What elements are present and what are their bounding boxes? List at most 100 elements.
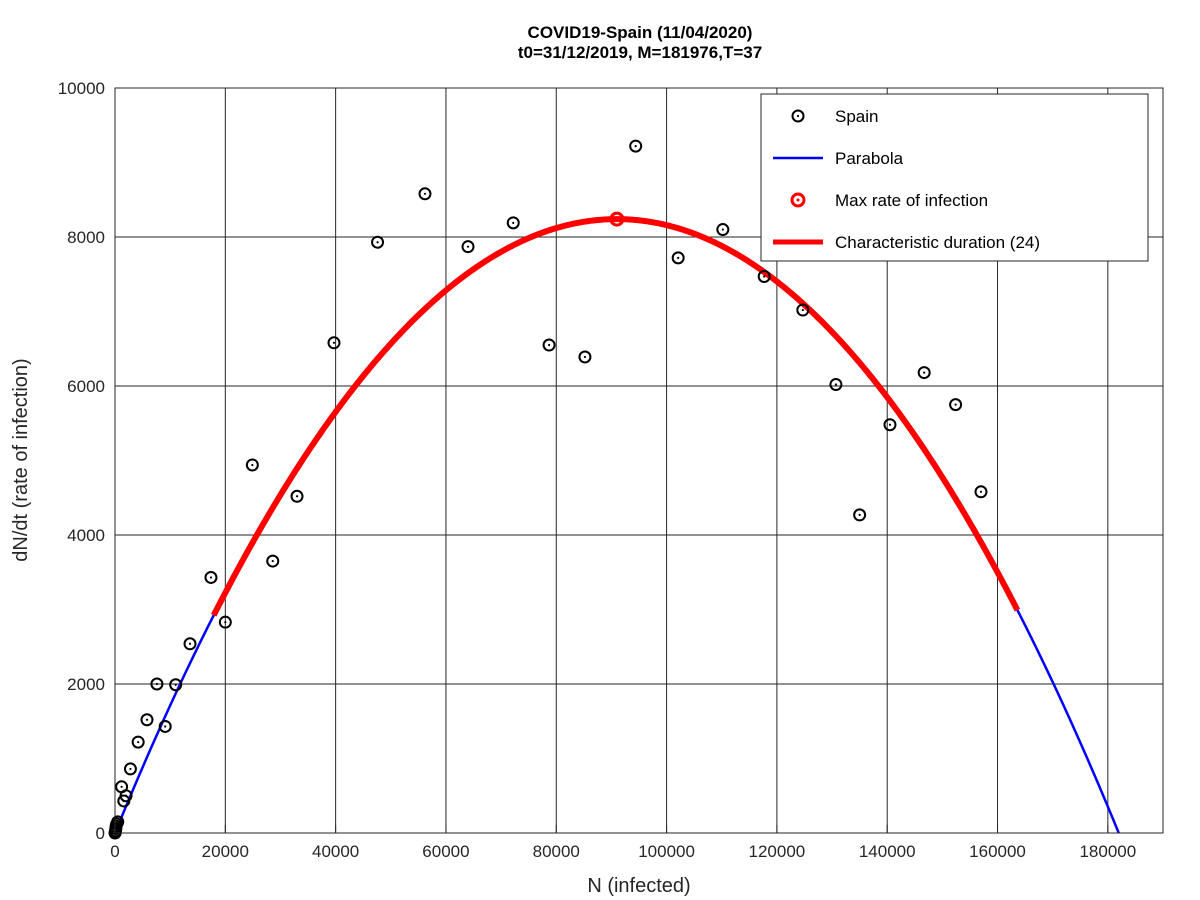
y-axis-label: dN/dt (rate of infection): [10, 358, 32, 561]
spain-data-point-center: [583, 355, 587, 359]
spain-data-point: [716, 223, 730, 237]
spain-data-point-center: [155, 682, 159, 686]
x-axis-label: N (infected): [587, 875, 690, 897]
y-tick-label: 10000: [58, 79, 105, 98]
spain-data-point-center: [209, 576, 213, 579]
x-tick-label: 0: [110, 842, 119, 861]
spain-data-point: [671, 251, 685, 265]
spain-data-point-center: [295, 495, 299, 498]
spain-data-point: [290, 489, 304, 503]
y-tick-label: 2000: [67, 675, 105, 694]
legend-swatch-spain: [791, 109, 805, 123]
spain-data-point-center: [763, 275, 766, 278]
spain-data-point-center: [923, 371, 926, 374]
spain-data-point: [578, 350, 592, 364]
spain-data-point-center: [423, 192, 427, 195]
x-tick-label: 140000: [859, 842, 916, 861]
spain-data-point-center: [116, 820, 119, 823]
spain-data-point-center: [376, 241, 379, 244]
x-tick-label: 160000: [969, 842, 1026, 861]
spain-data-point: [853, 508, 867, 522]
spain-data-point-center: [174, 683, 177, 686]
spain-data-point-center: [834, 383, 838, 386]
x-tick-label: 40000: [312, 842, 359, 861]
spain-data-point: [371, 235, 385, 249]
spain-data-point: [131, 735, 145, 749]
spain-data-point: [150, 677, 164, 691]
max-rate-marker-center: [615, 217, 619, 221]
spain-data-point: [949, 398, 963, 412]
spain-data-point-center: [129, 767, 132, 771]
spain-data-point-center: [124, 794, 128, 797]
legend-label: Spain: [835, 107, 878, 126]
spain-data-point: [245, 458, 259, 472]
y-tick-label: 6000: [67, 377, 105, 396]
spain-data-point-center: [677, 256, 680, 259]
spain-data-point-center: [164, 725, 167, 728]
x-tick-label: 80000: [533, 842, 580, 861]
plot-area-frame: [114, 87, 1164, 834]
spain-data-point: [418, 187, 432, 201]
spain-data-point: [119, 789, 133, 803]
legend-box: [760, 93, 1149, 262]
spain-data-point: [140, 713, 154, 727]
chart-title: COVID19-Spain (11/04/2020): [528, 23, 753, 42]
x-tick-label: 180000: [1079, 842, 1136, 861]
spain-data-point-center: [332, 341, 336, 344]
spain-data-point-center: [251, 463, 254, 467]
spain-data-point-center: [120, 785, 123, 788]
spain-data-point-center: [634, 145, 637, 148]
legend-label: Parabola: [835, 149, 904, 168]
spain-data-point-center: [115, 822, 118, 826]
y-tick-label: 4000: [67, 526, 105, 545]
legend-swatch-spain-center: [796, 114, 800, 118]
spain-data-point-center: [466, 245, 470, 248]
legend-swatch-max-rate: [790, 192, 806, 208]
y-tick-label: 8000: [67, 228, 105, 247]
legend-label: Max rate of infection: [835, 191, 988, 210]
spain-data-point-center: [224, 621, 227, 624]
spain-data-point: [327, 336, 341, 350]
max-rate-marker: [609, 211, 625, 227]
spain-data-point: [461, 240, 475, 254]
x-tick-label: 100000: [638, 842, 695, 861]
spain-data-point-center: [145, 718, 149, 721]
x-tick-label: 20000: [202, 842, 249, 861]
spain-data-point: [218, 615, 232, 629]
spain-data-point-center: [271, 559, 274, 563]
spain-data-point: [757, 269, 771, 283]
spain-data-point-center: [137, 741, 140, 744]
legend-label: Characteristic duration (24): [835, 233, 1040, 252]
spain-data-point: [506, 216, 520, 230]
spain-data-point: [169, 678, 183, 692]
spain-data-point: [542, 338, 556, 352]
spain-data-point-center: [188, 642, 192, 645]
legend-swatch-max-rate-center: [796, 198, 800, 202]
spain-data-point: [183, 637, 197, 651]
axis-ticks: 0 20000 40000 60000 80000 100000 120000 140000 1…: [58, 79, 1136, 861]
data-points: [108, 139, 988, 840]
spain-data-point: [974, 485, 988, 499]
spain-data-point: [158, 719, 172, 733]
spain-data-point: [629, 139, 643, 153]
spain-data-point: [829, 378, 843, 392]
spain-data-point-center: [547, 343, 551, 347]
spain-data-point: [111, 815, 125, 829]
chart-subtitle: t0=31/12/2019, M=181976,T=37: [518, 43, 762, 62]
x-tick-label: 120000: [749, 842, 806, 861]
spain-data-point-center: [721, 228, 724, 231]
legend: Spain Parabola Max rate of infection Charac…: [760, 93, 1149, 262]
spain-data-point-center: [979, 490, 983, 493]
spain-data-point-center: [954, 403, 957, 406]
y-tick-label: 0: [96, 824, 105, 843]
spain-data-point-center: [858, 513, 861, 516]
spain-data-point: [123, 762, 137, 776]
x-tick-label: 60000: [422, 842, 469, 861]
spain-data-point-center: [801, 308, 804, 312]
spain-data-point-center: [888, 423, 892, 426]
spain-data-point: [917, 366, 931, 380]
spain-data-point: [796, 303, 810, 317]
spain-data-point-center: [512, 221, 515, 224]
spain-data-point: [204, 570, 218, 584]
